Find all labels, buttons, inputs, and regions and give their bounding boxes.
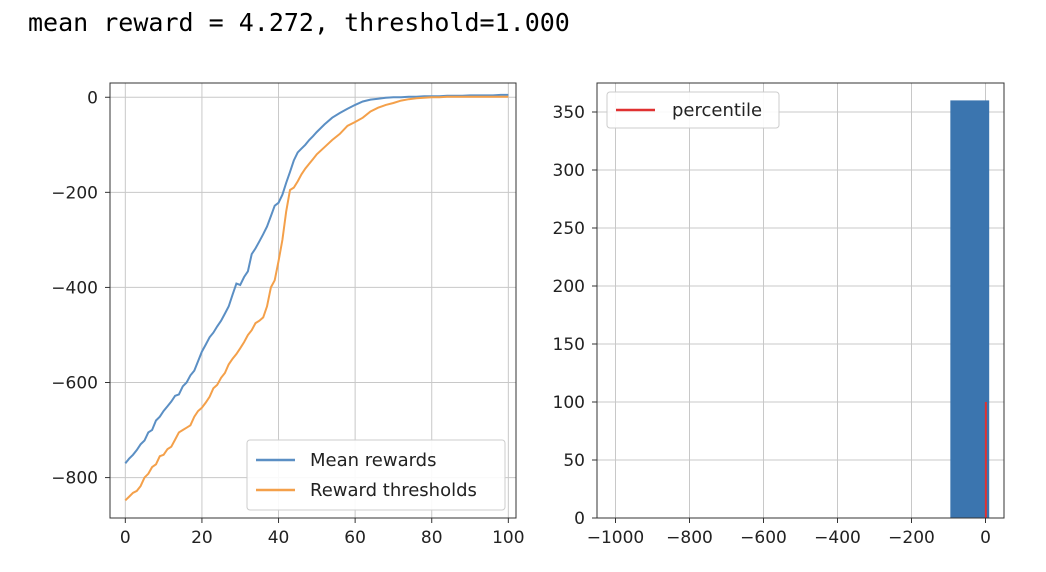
series-line-mean-rewards [124,93,509,464]
legend-label: Reward thresholds [310,480,477,501]
y-tick-label: −200 [51,183,98,203]
x-tick-label: 0 [980,528,991,548]
y-tick-label: 250 [553,219,585,239]
x-tick-label: −600 [740,528,787,548]
legend [606,91,780,129]
x-tick-label: 0 [120,528,131,548]
plot-frame [596,82,1005,519]
x-tick-label: −1000 [587,528,645,548]
x-tick-label: 100 [492,528,524,548]
histogram-plot [592,82,1005,523]
y-tick-label: −800 [51,469,98,489]
legend-label: percentile [672,100,762,121]
x-tick-label: 40 [268,528,290,548]
y-tick-label: 0 [574,509,585,529]
legend-box [246,439,506,511]
histogram-bar [950,100,990,519]
y-tick-label: 350 [553,103,585,123]
x-tick-label: 20 [191,528,213,548]
x-tick-label: 80 [421,528,443,548]
y-tick-label: 50 [563,451,585,471]
legend-label: Mean rewards [310,450,436,471]
x-tick-label: −200 [888,528,935,548]
header-text: mean reward = 4.272, threshold=1.000 [28,8,570,37]
y-tick-label: 300 [553,161,585,181]
y-tick-label: 0 [87,88,98,108]
y-tick-label: 200 [553,277,585,297]
y-tick-label: −400 [51,278,98,298]
x-tick-label: −800 [666,528,713,548]
y-tick-label: −600 [51,374,98,394]
y-tick-label: 100 [553,393,585,413]
legend-box [606,91,780,129]
series-line-reward-thresholds [124,95,509,502]
plot-frame [109,82,517,519]
x-tick-label: 60 [344,528,366,548]
x-tick-label: −400 [814,528,861,548]
y-tick-label: 150 [553,335,585,355]
legend [246,439,506,511]
